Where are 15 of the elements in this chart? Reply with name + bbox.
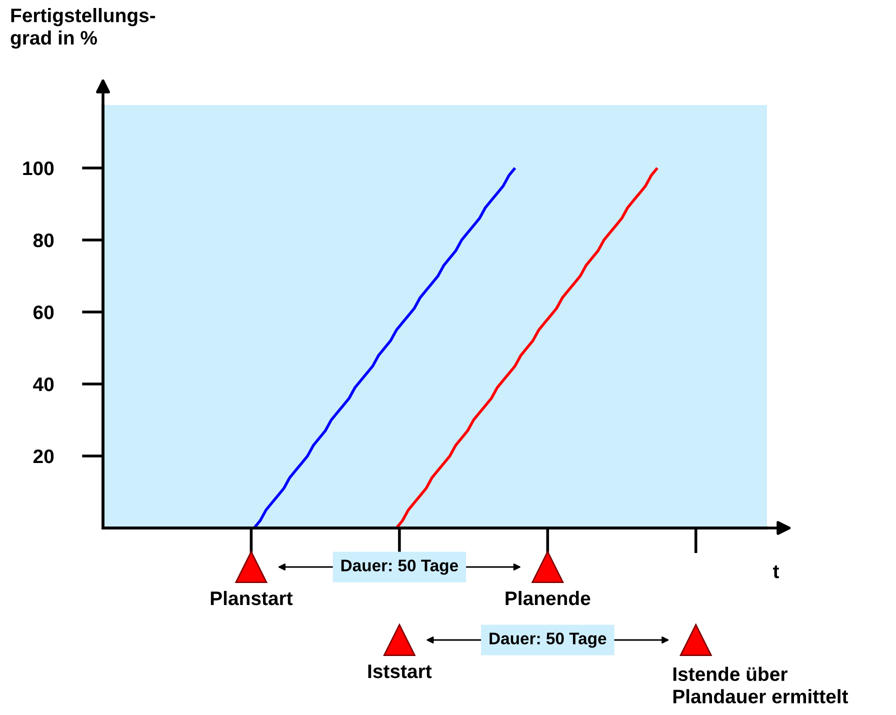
y-tick-label: 40 — [33, 377, 54, 392]
text: Dauer: 50 Tage — [490, 632, 606, 648]
text: Planende — [506, 590, 590, 606]
y-tick-label: 80 — [33, 233, 54, 248]
line-series — [252, 166, 516, 530]
y-tick-label: 60 — [33, 305, 54, 320]
y-axis-title: Fertigstellungs- grad in % — [10, 8, 156, 49]
text: Planstart — [210, 590, 293, 606]
text: Istende über Plandauer ermittelt — [673, 666, 848, 704]
x-axis-title: t — [773, 565, 779, 578]
y-tick-label: 20 — [33, 449, 54, 464]
line-series — [395, 166, 659, 530]
text: Iststart — [368, 664, 432, 678]
y-tick-label: 100 — [23, 161, 54, 176]
text: Dauer: 50 Tage — [341, 560, 458, 575]
